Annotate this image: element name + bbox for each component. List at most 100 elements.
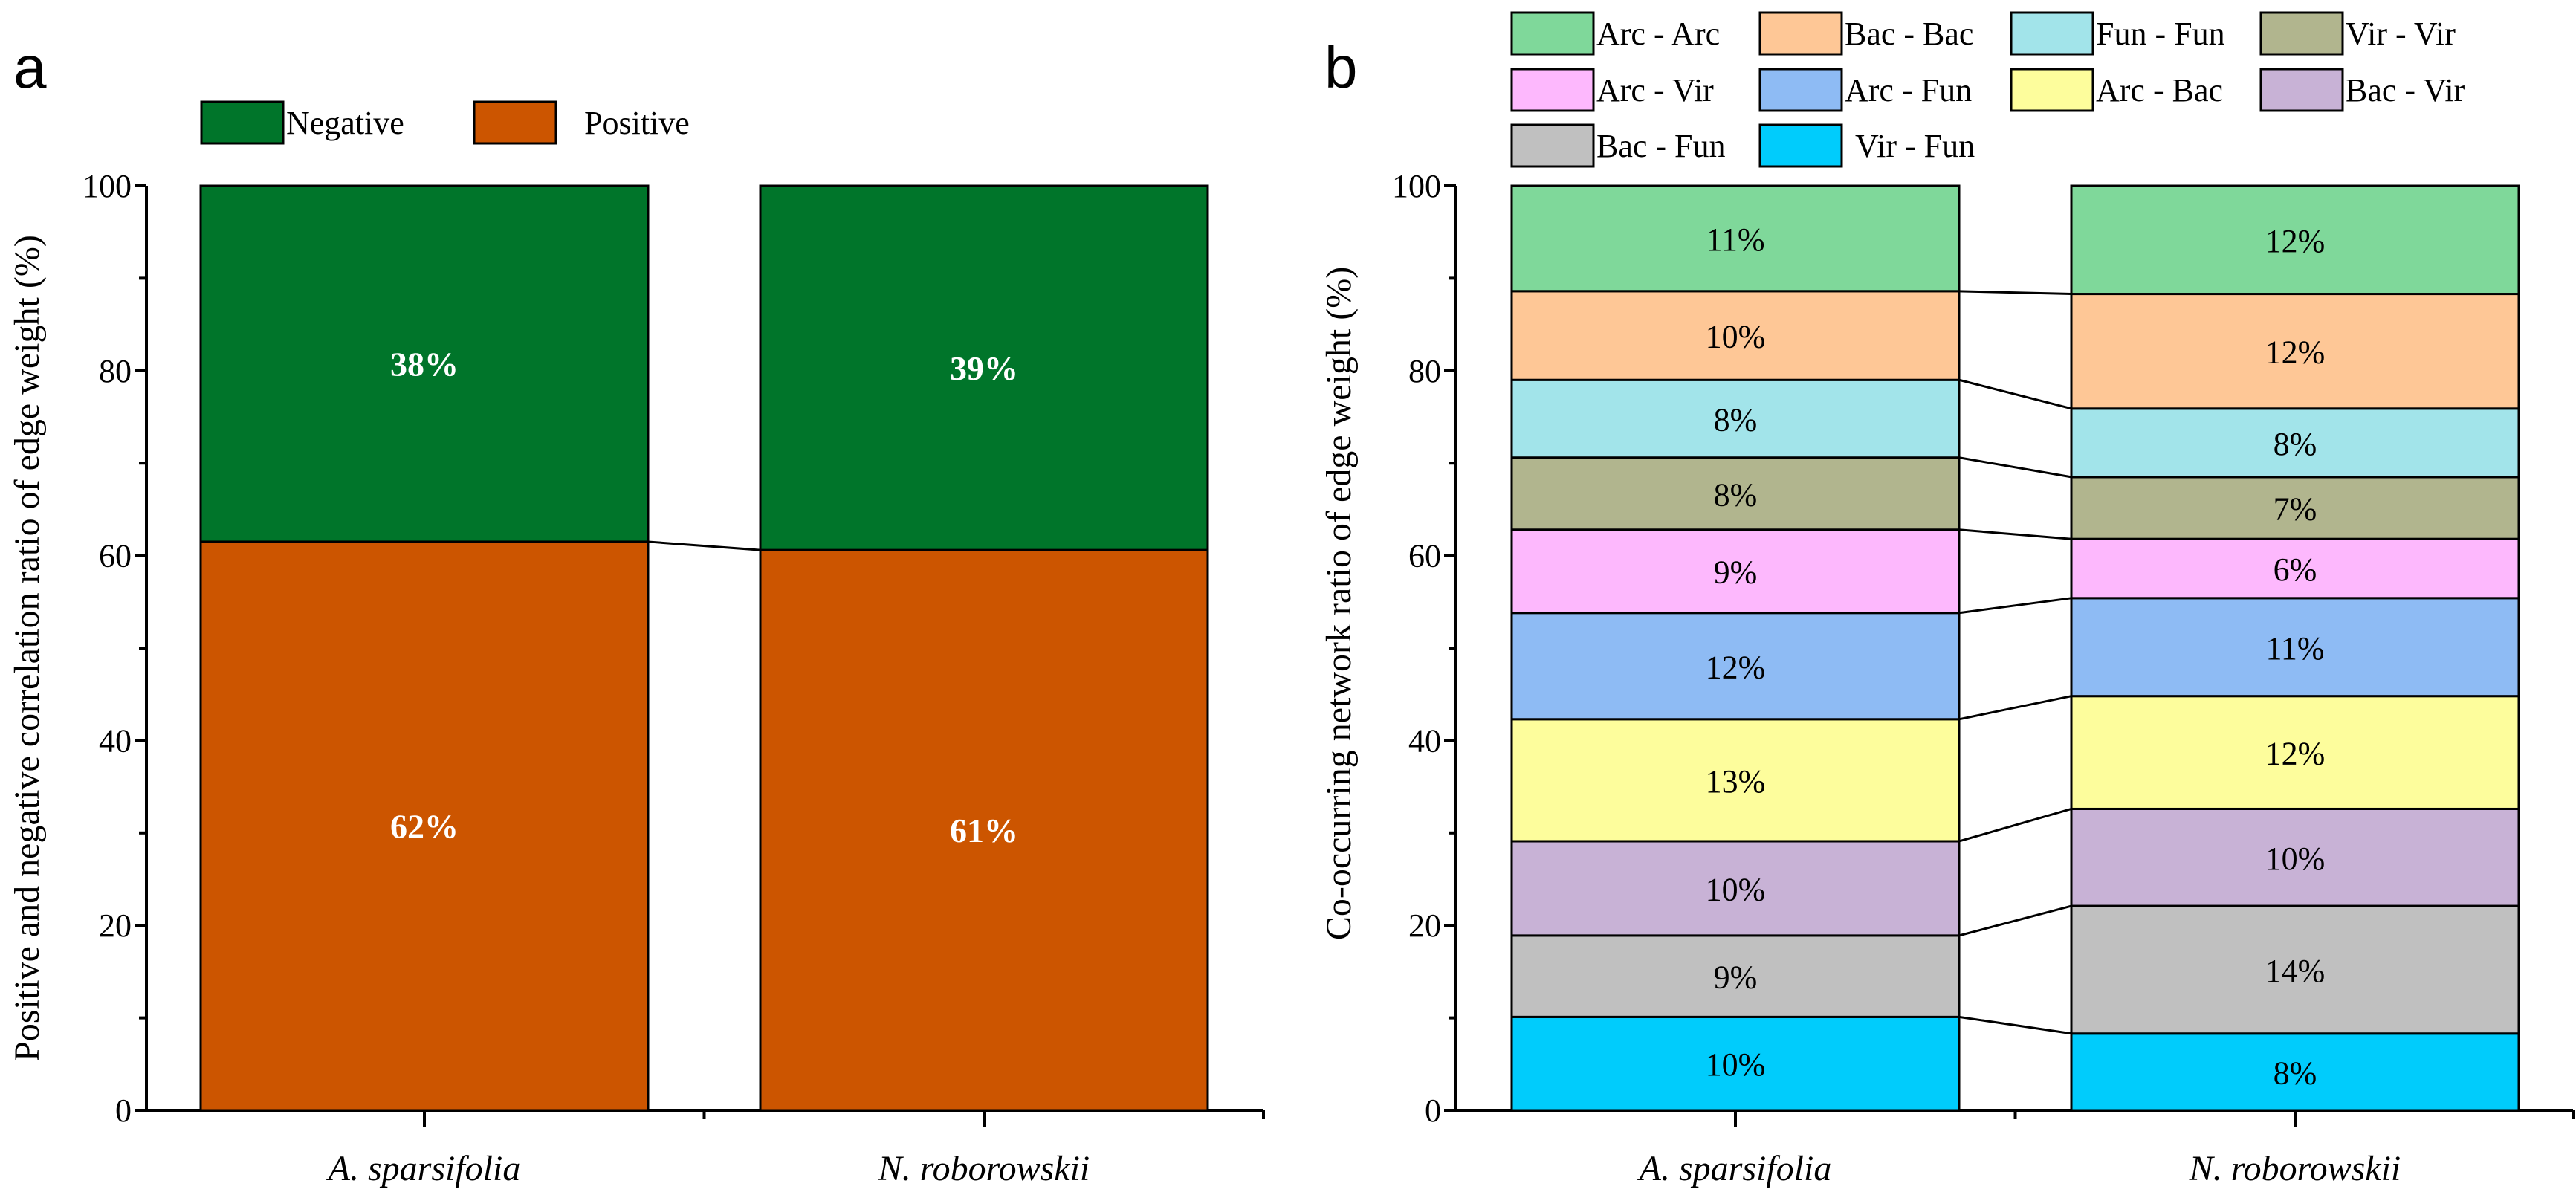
data-label: 8% (2274, 1055, 2317, 1091)
legend-swatch (2010, 11, 2094, 56)
y-tick-label: 100 (82, 168, 132, 204)
legend-swatch (1758, 68, 1843, 112)
data-label: 10% (1706, 871, 1766, 907)
connector-line (1958, 808, 2072, 843)
chart-b: 0 20 40 60 80 100 Co-occurring network ratio o… (1319, 11, 2575, 1188)
connector-line (1958, 597, 2072, 615)
x-tick-label: N. roborowskii (2189, 1149, 2401, 1188)
panel-label-b: b (1324, 34, 1358, 100)
bar-segment-positive (759, 548, 1209, 1112)
legend-label: Bac - Fun (1596, 128, 1726, 164)
data-label: 38% (390, 345, 459, 383)
bar-segment-negative (759, 184, 1209, 551)
bar-segment-bac-bac (1510, 290, 1961, 381)
connector-line (1958, 528, 2072, 540)
legend-swatch (473, 100, 557, 145)
legend-swatch (2259, 11, 2344, 56)
legend-label: Arc - Arc (1596, 16, 1720, 52)
bar-segment-bac-fun (1510, 934, 1961, 1018)
data-label: 10% (1706, 1046, 1766, 1083)
bar-segment-arc-arc (1510, 184, 1961, 293)
y-axis-title: Co-occurring network ratio of edge weigh… (1319, 267, 1359, 940)
data-label: 12% (2265, 736, 2326, 772)
data-label: 11% (1706, 221, 1764, 258)
y-tick-label: 40 (1408, 722, 1441, 759)
y-tick-label: 20 (99, 907, 132, 944)
legend-label: Vir - Fun (1855, 128, 1975, 164)
connector-line (647, 540, 761, 551)
data-label: 8% (1714, 401, 1758, 438)
legend-label: Bac - Vir (2346, 72, 2465, 109)
bar-segment-vir-vir (2070, 476, 2520, 540)
data-label: 12% (2265, 223, 2326, 259)
data-label: 7% (2274, 491, 2317, 528)
data-label: 11% (2265, 630, 2324, 667)
bar-segment-fun-fun (1510, 378, 1961, 459)
data-label: 8% (1714, 476, 1758, 513)
connector-line (1958, 695, 2072, 721)
bar-segment-vir-vir (1510, 456, 1961, 531)
data-label: 62% (390, 807, 459, 845)
y-tick-label: 0 (1425, 1092, 1441, 1129)
legend-label: Arc - Vir (1596, 72, 1714, 109)
y-tick-label: 40 (99, 722, 132, 759)
legend-label: Arc - Fun (1845, 72, 1972, 109)
legend-swatch (200, 100, 285, 145)
legend-swatch (2259, 68, 2344, 112)
bar-segment-vir-fun (1510, 1015, 1961, 1112)
y-tick-label: 0 (115, 1092, 132, 1129)
data-label: 13% (1706, 763, 1766, 800)
y-axis-title: Positive and negative correlation ratio … (7, 235, 47, 1061)
y-tick-label: 60 (99, 538, 132, 574)
x-tick-label: A. sparsifolia (1637, 1149, 1832, 1188)
data-label: 14% (2265, 953, 2326, 989)
bar-segment-negative (199, 184, 650, 543)
legend-swatch (1758, 123, 1843, 168)
data-label: 12% (1706, 649, 1766, 685)
y-tick-label: 20 (1408, 907, 1441, 944)
bar-segment-arc-fun (2070, 597, 2520, 698)
data-label: 10% (1706, 319, 1766, 355)
bar-segment-vir-fun (2070, 1032, 2520, 1112)
legend-label: Arc - Bac (2096, 72, 2223, 109)
data-label: 10% (2265, 841, 2326, 877)
connector-line (1958, 456, 2072, 479)
bar-segment-arc-bac (1510, 718, 1961, 843)
bar-segment-arc-arc (2070, 184, 2520, 296)
legend-swatch (1510, 68, 1595, 112)
y-tick-label: 60 (1408, 538, 1441, 574)
connector-line (1958, 378, 2072, 410)
y-tick-label: 100 (1392, 168, 1441, 204)
data-label: 6% (2274, 551, 2317, 588)
x-tick-label: N. roborowskii (878, 1149, 1090, 1188)
y-tick-label: 80 (1408, 353, 1441, 389)
data-label: 9% (1714, 959, 1758, 996)
bar-segment-arc-bac (2070, 695, 2520, 810)
legend-swatch (2010, 68, 2094, 112)
data-label: 9% (1714, 554, 1758, 591)
legend-swatch (1510, 11, 1595, 56)
data-label: 39% (950, 349, 1018, 387)
legend-label: Negative (286, 105, 404, 141)
data-label: 12% (2265, 334, 2326, 371)
data-label: 8% (2274, 426, 2317, 462)
legend-swatch (1510, 123, 1595, 168)
connector-line (1958, 290, 2072, 296)
connector-line (1958, 1015, 2072, 1035)
legend-label: Bac - Bac (1845, 16, 1973, 52)
x-tick-label: A. sparsifolia (326, 1149, 521, 1188)
data-label: 61% (950, 812, 1018, 849)
legend-label: Positive (584, 105, 690, 141)
chart-a: 0 20 40 60 80 100 Positive and negative correl… (7, 100, 1265, 1188)
legend-label: Vir - Vir (2346, 16, 2456, 52)
y-tick-label: 80 (99, 353, 132, 389)
bar-segment-bac-bac (2070, 293, 2520, 410)
panel-label-a: a (13, 34, 47, 100)
bar-segment-arc-fun (1510, 612, 1961, 721)
legend-swatch (1758, 11, 1843, 56)
legend-label: Fun - Fun (2096, 16, 2225, 52)
bar-segment-arc-vir (1510, 528, 1961, 615)
bar-segment-fun-fun (2070, 407, 2520, 479)
bar-segment-positive (199, 540, 650, 1112)
